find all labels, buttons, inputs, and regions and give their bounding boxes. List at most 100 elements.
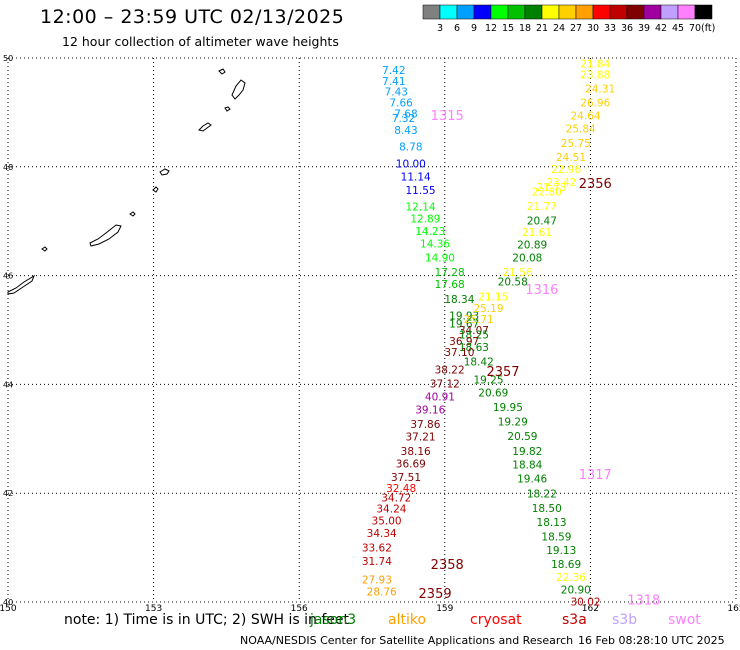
colorbar-swatch — [592, 4, 611, 20]
wave-height-value: 23.42 — [546, 177, 576, 189]
colorbar-swatch — [456, 4, 475, 20]
wave-height-value: 8.43 — [394, 125, 417, 137]
wave-height-value: 7.42 — [382, 65, 405, 77]
legend-item-cryosat: cryosat — [470, 612, 522, 628]
pass-time-label: 1317 — [579, 468, 612, 483]
colorbar-label: 30 — [587, 23, 599, 34]
pass-time-label: 1318 — [627, 593, 660, 608]
wave-height-value: 37.21 — [406, 432, 436, 444]
y-tick-label: 40 — [3, 598, 13, 607]
wave-height-value: 19.93 — [449, 310, 479, 322]
wave-height-value: 18.50 — [532, 503, 562, 515]
pass-time-label: 2359 — [419, 587, 452, 602]
y-tick-label: 48 — [3, 163, 13, 172]
wave-height-value: 34.24 — [376, 503, 406, 515]
colorbar-swatch — [694, 4, 713, 20]
wave-height-value: 39.16 — [415, 404, 445, 416]
island-10 — [7, 274, 36, 295]
pass-time-label: 2356 — [579, 177, 612, 192]
colorbar-unit: (ft) — [701, 23, 715, 34]
wave-height-value: 18.84 — [512, 459, 542, 471]
chart-subtitle: 12 hour collection of altimeter wave hei… — [62, 34, 339, 49]
wave-height-value: 21.73 — [537, 182, 567, 194]
colorbar-swatch — [677, 4, 696, 20]
island-5 — [159, 168, 170, 176]
wave-height-value: 7.68 — [394, 108, 417, 120]
wave-height-value: 30.02 — [571, 596, 601, 608]
legend-item-s3a: s3a — [562, 612, 587, 628]
wave-height-value: 12.14 — [406, 202, 436, 214]
colorbar-swatch — [490, 4, 509, 20]
wave-height-value: 18.42 — [464, 357, 494, 369]
wave-height-value: 21.77 — [527, 201, 557, 213]
colorbar-label: 39 — [638, 23, 650, 34]
wave-height-value: 19.95 — [493, 402, 523, 414]
y-tick-label: 50 — [3, 54, 13, 63]
wave-height-value: 25.19 — [473, 303, 503, 315]
wave-height-points: 7.427.417.437.667.687.328.438.7810.0011.… — [362, 58, 615, 608]
wave-height-value: 20.47 — [527, 216, 557, 228]
wave-height-value: 36.97 — [449, 336, 479, 348]
pass-time-label: 2358 — [431, 558, 464, 573]
wave-height-value: 18.34 — [444, 294, 474, 306]
wave-height-value: 7.43 — [385, 87, 408, 99]
island-3 — [224, 106, 231, 112]
wave-height-value: 19.29 — [498, 416, 528, 428]
wave-height-value: 24.64 — [571, 111, 601, 123]
wave-height-value: 21.56 — [503, 267, 533, 279]
colorbar-label: 36 — [621, 23, 633, 34]
colorbar-label: 15 — [502, 23, 514, 34]
wave-height-value: 33.62 — [362, 543, 392, 555]
wave-height-value: 22.36 — [556, 572, 586, 584]
color-scale-bar: 3 6 9 12 15 18 21 24 27 30 33 36 39 42 45 70 (ft) — [422, 4, 715, 34]
wave-height-value: 19.13 — [546, 545, 576, 557]
colorbar-label: 12 — [485, 23, 497, 34]
wave-height-value: 19.46 — [517, 474, 547, 486]
wave-height-value: 21.84 — [580, 58, 610, 70]
wave-height-value: 34.07 — [459, 325, 489, 337]
wave-height-value: 37.10 — [444, 347, 474, 359]
wave-height-value: 28.76 — [367, 587, 397, 599]
colorbar-swatch — [541, 4, 560, 20]
wave-height-value: 8.78 — [399, 142, 422, 154]
island-6 — [152, 186, 159, 193]
x-tick-label: 156 — [291, 604, 308, 614]
x-tick-label: 162 — [582, 604, 599, 614]
x-tick-label: 165 — [727, 604, 740, 614]
x-tick-label: 150 — [0, 604, 17, 614]
footer-note: note: 1) Time is in UTC; 2) SWH is in fe… — [64, 612, 350, 628]
legend-item-swot: swot — [668, 612, 701, 628]
grid-lines — [7, 57, 737, 603]
colorbar-label: 42 — [655, 23, 667, 34]
island-9 — [41, 246, 48, 252]
wave-height-value: 22.96 — [551, 164, 581, 176]
pass-time-label: 1315 — [431, 109, 464, 124]
y-tick-label: 42 — [3, 489, 13, 498]
island-1 — [218, 68, 226, 75]
colorbar-swatch — [422, 4, 441, 20]
island-8 — [89, 224, 122, 247]
wave-height-value: 17.28 — [435, 267, 465, 279]
colorbar-swatch — [439, 4, 458, 20]
island-7 — [129, 211, 136, 217]
wave-height-value: 18.25 — [459, 329, 489, 341]
wave-height-value: 34.34 — [367, 528, 397, 540]
wave-height-value: 20.08 — [512, 253, 542, 265]
wave-height-value: 20.89 — [517, 240, 547, 252]
wave-height-value: 14.23 — [415, 226, 445, 238]
wave-height-value: 20.69 — [478, 388, 508, 400]
y-tick-label: 46 — [3, 272, 13, 281]
legend-item-altiko: altiko — [388, 612, 427, 628]
footer-credit: NOAA/NESDIS Center for Satellite Applica… — [240, 634, 574, 647]
wave-height-value: 7.66 — [389, 98, 413, 110]
colorbar-swatch — [643, 4, 662, 20]
colorbar-swatch — [473, 4, 492, 20]
wave-height-value: 37.12 — [430, 378, 460, 390]
wave-height-value: 26.96 — [580, 98, 610, 110]
wave-height-value: 18.63 — [459, 342, 489, 354]
axis-tick-labels: 150 153 156 159 162 165 40 42 44 46 48 50 — [0, 54, 740, 614]
wave-height-value: 25.75 — [561, 138, 591, 150]
wave-height-value: 40.91 — [425, 391, 455, 403]
wave-height-value: 7.32 — [392, 113, 415, 125]
